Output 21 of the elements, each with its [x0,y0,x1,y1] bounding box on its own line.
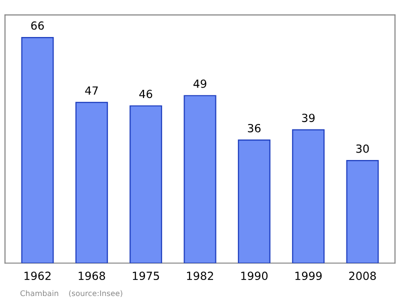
data-label: 30 [356,144,369,153]
data-label: 49 [193,80,206,88]
x-tick-label: 1982 [187,272,214,280]
x-tick-label: 2008 [349,272,376,280]
bar [346,160,379,264]
x-tick-label: 1999 [295,272,322,280]
data-label: 46 [139,90,152,98]
bar [21,36,54,264]
data-label: 39 [302,114,315,122]
bar [130,105,162,264]
x-tick-label: 1990 [241,272,268,280]
bar [75,102,108,264]
data-label: 47 [85,86,98,95]
x-tick-label: 1962 [24,272,51,280]
bar [238,140,270,264]
bar [184,95,216,264]
bar [292,129,325,264]
x-tick-label: 1975 [132,272,159,280]
x-tick-label: 1968 [78,272,106,280]
data-label: 36 [248,124,261,132]
data-label: 66 [31,21,44,30]
